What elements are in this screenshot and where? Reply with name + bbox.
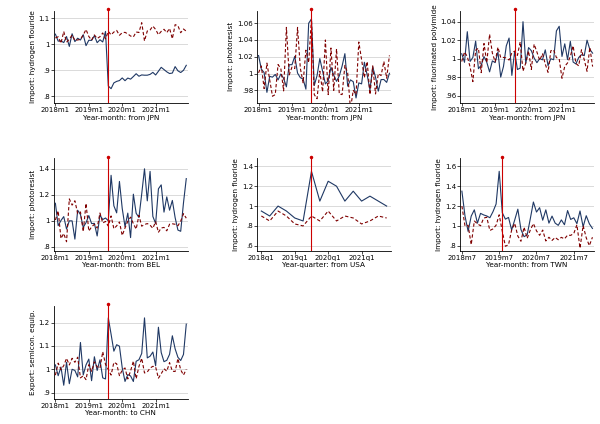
Y-axis label: Import: photoresist: Import: photoresist [30, 170, 36, 239]
Y-axis label: Import: hydrogen fluoride: Import: hydrogen fluoride [436, 158, 442, 251]
X-axis label: Year-month: from JPN: Year-month: from JPN [489, 114, 565, 120]
X-axis label: Year-month: from JPN: Year-month: from JPN [286, 114, 362, 120]
X-axis label: Year-quarter: from USA: Year-quarter: from USA [283, 262, 365, 268]
Y-axis label: Import: photoresist: Import: photoresist [229, 22, 235, 92]
Y-axis label: Import: fluorinated polyimide: Import: fluorinated polyimide [432, 4, 438, 110]
X-axis label: Year-month: from JPN: Year-month: from JPN [83, 114, 159, 120]
Y-axis label: Import: hydrogen fluoride: Import: hydrogen fluoride [233, 158, 239, 251]
Y-axis label: Export: semicon. equip.: Export: semicon. equip. [30, 310, 36, 395]
X-axis label: Year-month: from BEL: Year-month: from BEL [82, 262, 160, 268]
Y-axis label: Import: hydrogen flouride: Import: hydrogen flouride [30, 10, 36, 103]
X-axis label: Year-month: to CHN: Year-month: to CHN [85, 410, 156, 416]
X-axis label: Year-month: from TWN: Year-month: from TWN [487, 262, 568, 268]
